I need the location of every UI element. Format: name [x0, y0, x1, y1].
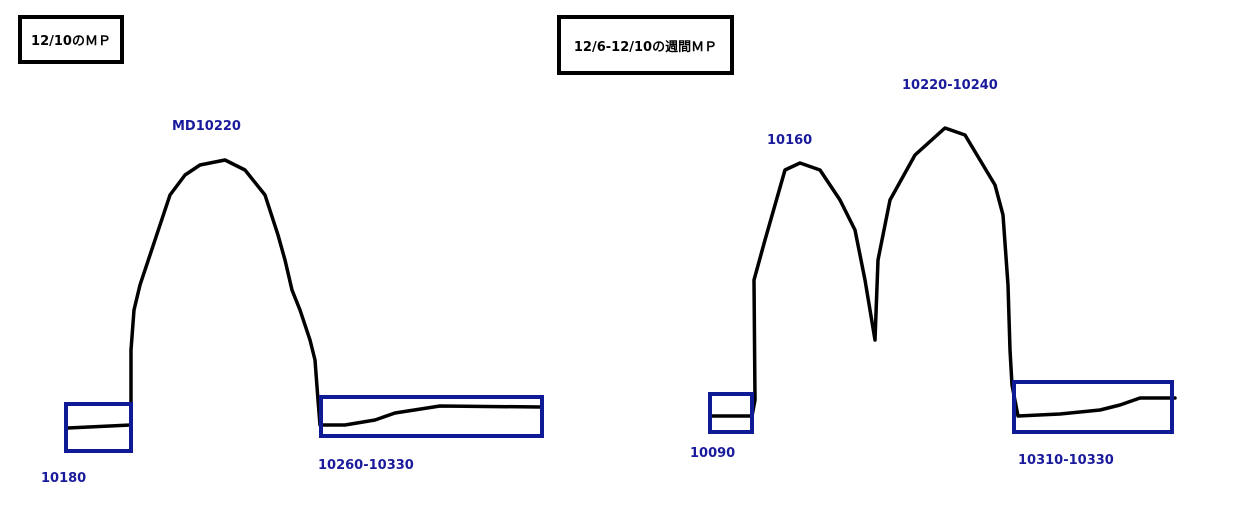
left-low-label: 10180: [41, 471, 87, 486]
left-title: 12/10のＭＰ: [31, 34, 111, 49]
right-profile-curve: [710, 126, 1177, 418]
right-low-box: [708, 392, 754, 434]
right-tail-label: 10310-10330: [1018, 453, 1114, 468]
left-title-box: 12/10のＭＰ: [18, 15, 124, 64]
left-tail-box: [319, 395, 544, 438]
right-peak2-label: 10220-10240: [902, 78, 998, 93]
left-low-box: [64, 402, 133, 453]
right-title: 12/6-12/10の週間ＭＰ: [573, 39, 718, 55]
right-tail-box: [1012, 380, 1174, 434]
right-peak1-label: 10160: [767, 133, 813, 148]
left-tail-label: 10260-10330: [318, 458, 414, 473]
right-title-box: 12/6-12/10の週間ＭＰ: [557, 15, 734, 75]
left-profile-curve: [66, 158, 542, 430]
left-peak-label: MD10220: [172, 119, 241, 134]
right-low-label: 10090: [690, 446, 736, 461]
